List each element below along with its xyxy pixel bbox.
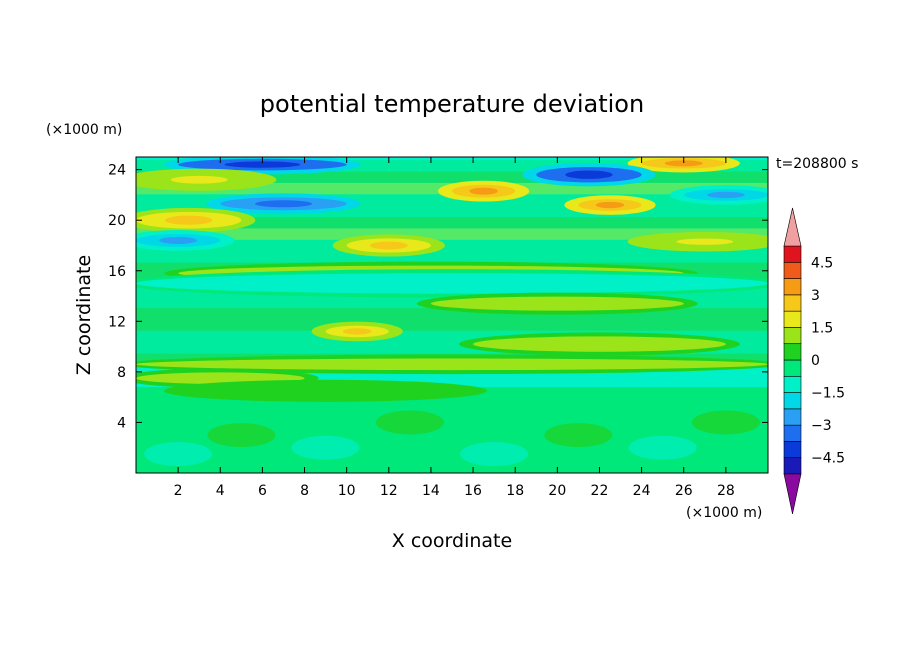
colorbar-bin <box>783 343 802 361</box>
colorbar-bin <box>783 359 802 377</box>
field-band-core <box>542 339 657 349</box>
colorbar-label: −1.5 <box>811 386 845 402</box>
field-band-core <box>706 191 745 199</box>
field-band-core <box>469 187 498 195</box>
colorbar-over-arrow <box>783 207 802 247</box>
field-layer <box>136 319 768 331</box>
x-tick-label: 10 <box>338 483 356 499</box>
x-tick-label: 16 <box>464 483 482 499</box>
colorbar-label: −3 <box>811 418 832 434</box>
field-band-core <box>259 386 392 395</box>
x-tick-label: 28 <box>717 483 735 499</box>
field-band-core <box>182 375 259 382</box>
colorbar-bin <box>783 441 802 459</box>
y-tick-label: 16 <box>108 264 126 280</box>
contour-field <box>136 157 768 473</box>
plot-area <box>135 156 769 474</box>
field-layer <box>136 228 768 240</box>
field-layer <box>136 217 768 229</box>
field-band-core <box>664 160 703 167</box>
field-layer <box>136 251 768 263</box>
x-tick-label: 22 <box>591 483 609 499</box>
colorbar-bin <box>783 327 802 345</box>
field-patch <box>460 442 529 467</box>
y-axis-unit: (×1000 m) <box>46 122 122 138</box>
field-band-core <box>565 170 613 179</box>
plot-frame <box>135 156 769 474</box>
x-tick-label: 8 <box>300 483 309 499</box>
colorbar-under-arrow <box>783 473 802 515</box>
colorbar-label: 3 <box>811 288 820 304</box>
field-patch <box>691 410 760 435</box>
y-tick-label: 12 <box>108 314 126 330</box>
field-band-core <box>170 175 228 184</box>
field-band-core <box>676 238 734 245</box>
y-tick-label: 20 <box>108 213 126 229</box>
x-tick-label: 18 <box>506 483 524 499</box>
field-band-core <box>309 361 595 368</box>
field-layer <box>136 194 768 206</box>
field-patch <box>375 410 444 435</box>
y-tick-label: 24 <box>108 163 126 179</box>
colorbar-bin <box>783 392 802 410</box>
field-band-core <box>255 200 312 208</box>
colorbar-bin <box>783 424 802 442</box>
field-layer <box>136 160 768 172</box>
field-patch <box>207 423 276 448</box>
y-tick-label: 8 <box>117 365 126 381</box>
colorbar-label: 4.5 <box>811 255 833 271</box>
x-axis-ticks: 2 4 6 8 10 12 14 16 18 20 22 24 26 28 <box>174 157 735 499</box>
colorbar-label: −4.5 <box>811 451 845 467</box>
colorbar-bin <box>783 457 802 475</box>
time-label: t=208800 s <box>776 156 858 172</box>
colorbar-label: 0 <box>811 353 820 369</box>
field-band-core <box>159 236 198 244</box>
colorbar-bin <box>783 278 802 296</box>
x-tick-label: 2 <box>174 483 183 499</box>
y-axis-ticks: 4 8 12 16 20 24 <box>108 163 768 431</box>
x-tick-label: 20 <box>548 483 566 499</box>
x-axis-label: X coordinate <box>392 530 512 552</box>
colorbar-bin <box>783 294 802 312</box>
colorbar-bin <box>783 408 802 426</box>
colorbar-bin <box>783 375 802 393</box>
colorbar-label: 1.5 <box>811 320 833 336</box>
field-layer <box>136 205 768 218</box>
colorbar-bin <box>783 245 802 263</box>
x-axis-unit: (×1000 m) <box>686 505 762 521</box>
field-patch <box>291 435 360 460</box>
x-tick-label: 4 <box>216 483 225 499</box>
field-band-core <box>342 328 372 335</box>
field-layer <box>136 330 768 343</box>
x-tick-label: 6 <box>258 483 267 499</box>
field-patch <box>544 423 613 448</box>
field-band-core <box>369 241 408 250</box>
field-patch <box>144 442 213 467</box>
x-tick-label: 24 <box>633 483 651 499</box>
colorbar-bin <box>783 310 802 328</box>
field-layer <box>136 171 768 183</box>
field-layer <box>136 239 768 252</box>
field-band-core <box>500 299 615 308</box>
chart-title: potential temperature deviation <box>260 90 644 118</box>
field-layer <box>136 308 768 320</box>
x-tick-label: 26 <box>675 483 693 499</box>
colorbar-bin <box>783 261 802 279</box>
field-band-core <box>309 277 595 290</box>
field-band-core <box>224 161 301 168</box>
colorbar: 4.5 3 1.5 0 −1.5 −3 −4.5 <box>783 207 845 515</box>
field-band-core <box>595 201 625 209</box>
x-tick-label: 14 <box>422 483 440 499</box>
y-tick-label: 4 <box>117 415 126 431</box>
field-layer <box>136 342 768 354</box>
y-axis-label: Z coordinate <box>73 255 95 375</box>
x-tick-label: 12 <box>380 483 398 499</box>
field-band-core <box>164 215 213 225</box>
field-patch <box>628 435 697 460</box>
